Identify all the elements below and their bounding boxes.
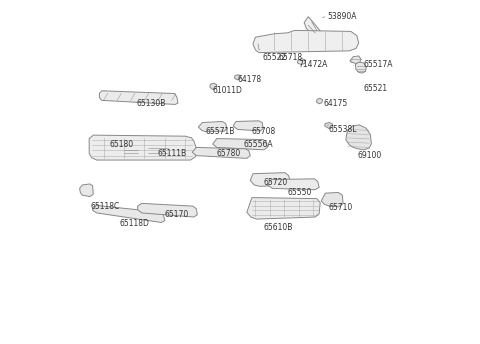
Polygon shape [235,75,240,80]
Text: 65780: 65780 [216,149,240,158]
Text: 65170: 65170 [164,210,189,219]
Text: 64175: 64175 [324,99,348,108]
Text: 65556A: 65556A [243,140,273,149]
Polygon shape [267,179,319,190]
Text: 65517A: 65517A [363,60,393,69]
Polygon shape [198,121,227,132]
Text: 61011D: 61011D [213,86,242,95]
Text: 64178: 64178 [237,75,262,84]
Text: 65550: 65550 [287,188,312,197]
Text: 65118C: 65118C [91,202,120,211]
Text: 65610B: 65610B [263,223,293,232]
Text: 69100: 69100 [358,151,382,160]
Polygon shape [355,62,366,73]
Text: 65118D: 65118D [120,219,150,228]
Polygon shape [247,197,320,219]
Polygon shape [192,148,250,158]
Polygon shape [253,30,359,53]
Polygon shape [210,83,217,89]
Text: 65718: 65718 [278,53,302,62]
Polygon shape [350,56,361,64]
Polygon shape [346,125,372,150]
Polygon shape [138,203,197,217]
Polygon shape [324,122,333,128]
Polygon shape [80,184,93,196]
Polygon shape [297,59,305,65]
Text: 65522: 65522 [262,53,286,62]
Text: 65710: 65710 [328,203,352,212]
Polygon shape [321,193,343,207]
Polygon shape [93,205,165,223]
Text: 65111B: 65111B [157,149,187,158]
Polygon shape [250,173,290,186]
Polygon shape [213,139,267,150]
Text: 65130B: 65130B [137,99,167,108]
Polygon shape [316,98,323,104]
Text: 65521: 65521 [363,84,388,93]
Polygon shape [89,135,196,160]
Polygon shape [99,91,178,105]
Text: 71472A: 71472A [299,60,328,69]
Text: 65538L: 65538L [328,125,357,134]
Text: 65720: 65720 [263,179,288,187]
Polygon shape [304,17,322,37]
Polygon shape [233,121,263,131]
Text: 65571B: 65571B [205,127,235,136]
Text: 53890A: 53890A [327,12,357,21]
Text: 65708: 65708 [252,127,276,136]
Text: 65180: 65180 [109,140,134,149]
